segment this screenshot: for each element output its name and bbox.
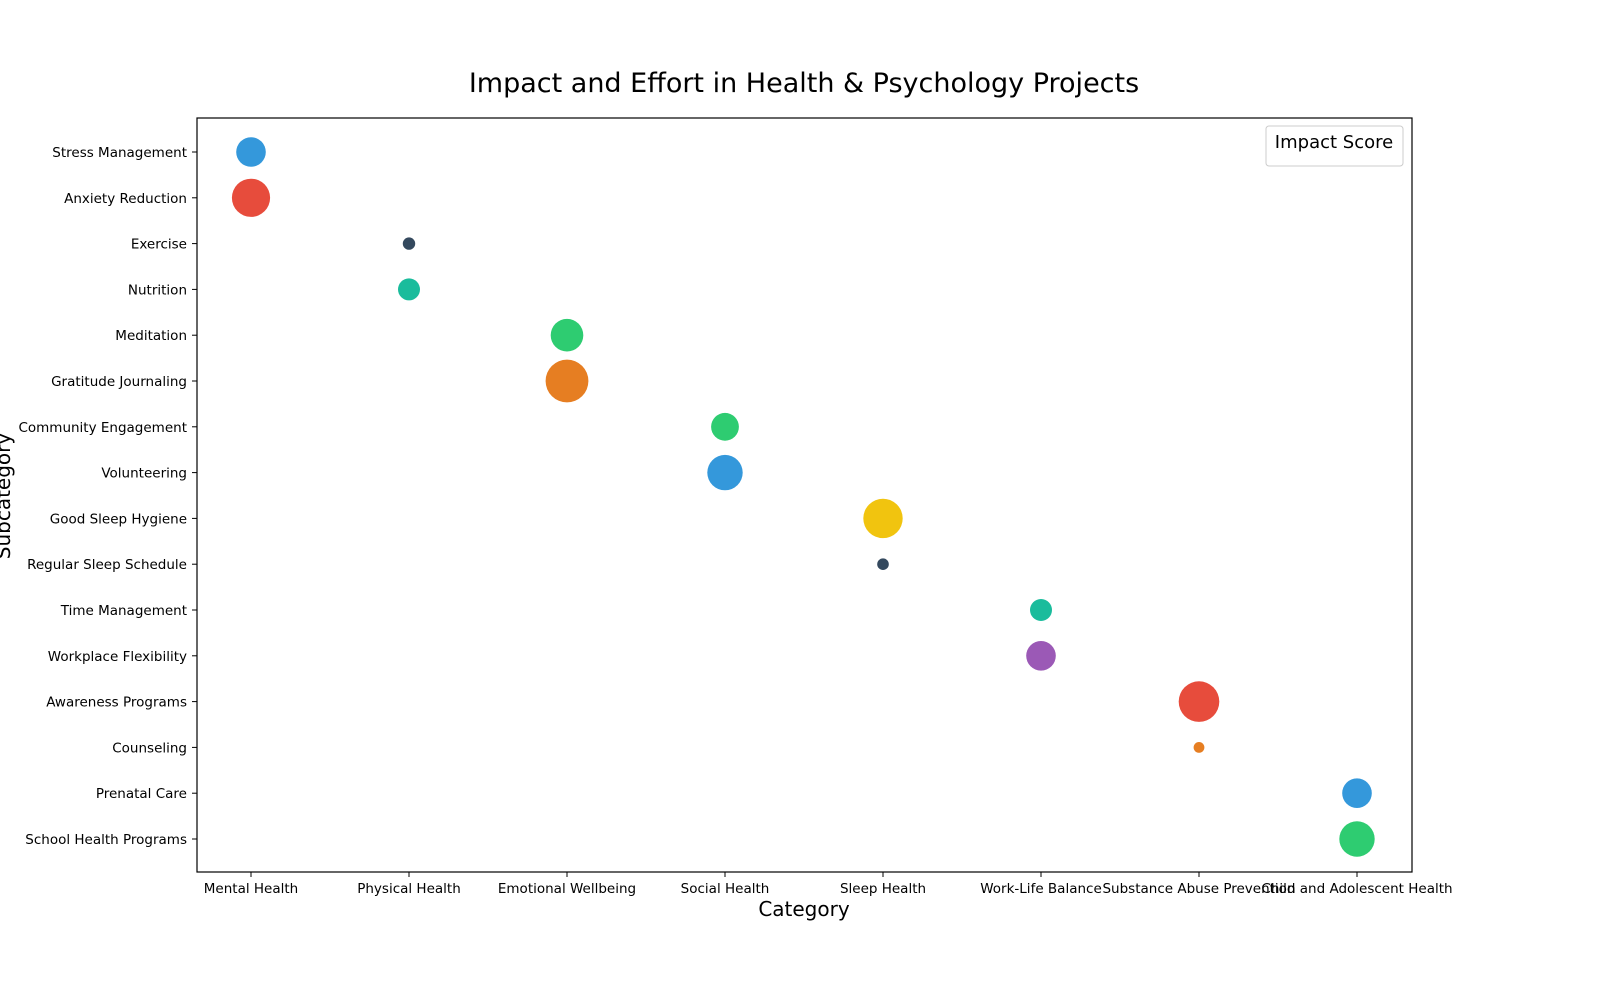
x-tick-label: Mental Health [204,881,298,897]
y-tick-label: Stress Management [52,145,187,161]
x-tick-label: Child and Adolescent Health [1261,881,1452,897]
y-tick-label: Workplace Flexibility [48,649,187,665]
y-tick-label: Community Engagement [18,420,187,436]
y-tick-label: Counseling [112,740,187,756]
bubble-point [711,412,739,441]
y-tick-label: Prenatal Care [96,786,187,802]
y-tick-label: Regular Sleep Schedule [27,557,187,573]
x-tick-label: Physical Health [357,881,461,897]
y-tick-label: Volunteering [101,466,187,482]
x-tick-label: Work-Life Balance [980,881,1102,897]
x-axis: Mental Health Physical Health Emotional We… [204,872,1453,897]
x-tick-label: Social Health [681,881,770,897]
y-tick-label: Meditation [115,328,187,344]
legend-title: Impact Score [1275,132,1393,153]
x-tick-label: Sleep Health [840,881,926,897]
y-tick-label: Nutrition [128,282,187,298]
y-tick-label: Good Sleep Hygiene [50,511,187,527]
y-axis-title: Subcategory [0,433,15,560]
x-axis-title: Category [758,897,850,921]
chart-title: Impact and Effort in Health & Psychology… [469,68,1139,99]
y-axis: Stress Management Anxiety Reduction Exerci… [18,145,197,848]
y-tick-label: Gratitude Journaling [51,374,187,390]
bubble-point [1026,641,1056,671]
y-tick-label: Anxiety Reduction [64,191,187,207]
bubble-point [231,178,271,217]
bubble-point [1030,599,1052,621]
bubble-point [550,318,584,352]
bubble-point [1193,742,1205,753]
marks-layer [231,137,1375,857]
bubble-point [398,278,420,301]
bubble-point [236,137,266,167]
legend: Impact Score [1265,125,1404,167]
bubble-point [877,558,889,570]
legend-box [1265,125,1404,167]
y-tick-label: Awareness Programs [46,695,187,711]
y-tick-label: Exercise [131,237,187,253]
y-tick-label: Time Management [60,603,187,619]
bubble-point [1342,778,1372,808]
x-tick-label: Substance Abuse Prevention [1102,881,1295,897]
y-tick-label: School Health Programs [25,832,187,848]
bubble-point [1339,821,1375,857]
bubble-point [863,498,903,539]
bubble-point [707,454,743,491]
bubble-point [545,359,589,403]
plot-area [196,117,1413,873]
bubble-point [402,237,416,250]
bubble-point [1178,681,1220,722]
x-tick-label: Emotional Wellbeing [498,881,636,897]
